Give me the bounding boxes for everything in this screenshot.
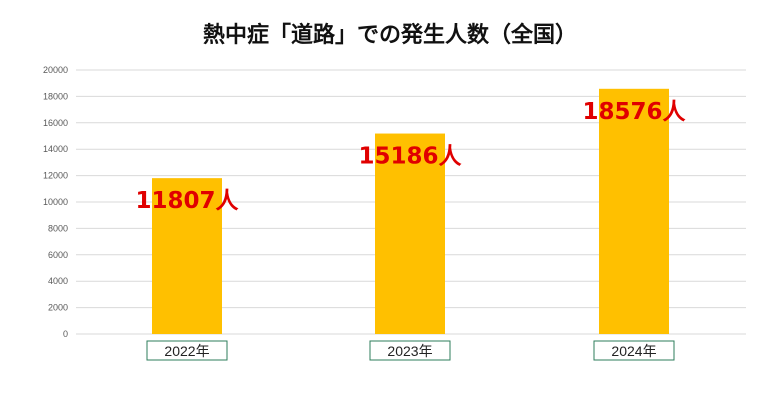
y-tick-label: 10000 bbox=[43, 197, 68, 207]
bar bbox=[375, 133, 445, 334]
chart-title: 熱中症「道路」での発生人数（全国） bbox=[203, 22, 577, 48]
y-tick-label: 6000 bbox=[48, 250, 68, 260]
x-tick-label: 2022年 bbox=[164, 343, 209, 359]
data-label: 11807人 bbox=[135, 188, 239, 214]
x-tick-box bbox=[146, 340, 228, 361]
y-tick-label: 16000 bbox=[43, 118, 68, 128]
x-tick-label: 2024年 bbox=[611, 343, 656, 359]
bars bbox=[152, 88, 669, 334]
bar bbox=[152, 178, 222, 334]
data-label: 18576人 bbox=[582, 99, 686, 125]
data-label: 15186人 bbox=[358, 144, 462, 170]
bar bbox=[599, 88, 669, 334]
data-labels: 11807人 15186人 18576人 bbox=[135, 99, 686, 214]
y-tick-label: 12000 bbox=[43, 171, 68, 181]
y-tick-label: 4000 bbox=[48, 276, 68, 286]
y-tick-label: 20000 bbox=[43, 65, 68, 75]
y-tick-label: 8000 bbox=[48, 223, 68, 233]
x-axis-ticks: 2022年 2023年 2024年 bbox=[146, 340, 675, 361]
x-tick-label: 2023年 bbox=[387, 343, 432, 359]
x-tick-box bbox=[593, 340, 675, 361]
y-tick-label: 18000 bbox=[43, 91, 68, 101]
y-tick-label: 2000 bbox=[48, 303, 68, 313]
y-axis-ticks: 0 2000 4000 6000 8000 10000 12000 14000 16000 180… bbox=[43, 65, 68, 339]
y-tick-label: 14000 bbox=[43, 144, 68, 154]
x-tick-box bbox=[369, 340, 451, 361]
y-tick-label: 0 bbox=[63, 329, 68, 339]
